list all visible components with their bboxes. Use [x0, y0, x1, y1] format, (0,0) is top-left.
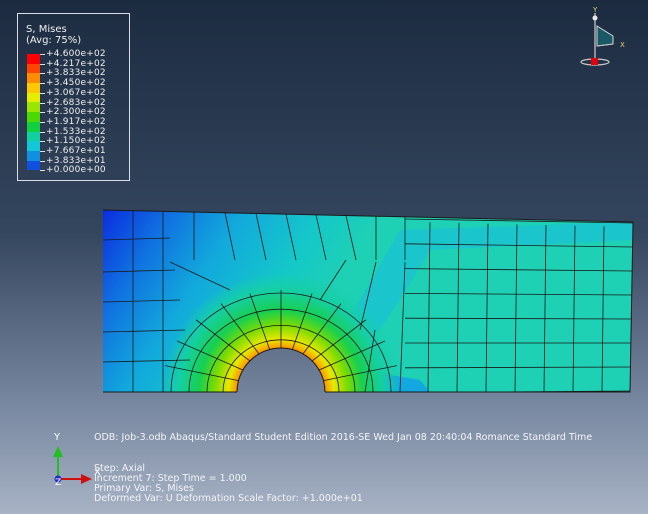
legend-swatch — [27, 92, 40, 103]
legend-tick — [40, 160, 45, 162]
legend-tick — [40, 112, 45, 114]
legend-value: +1.533e+02 — [46, 126, 106, 137]
legend-value: +3.450e+02 — [46, 78, 106, 89]
legend-tick — [40, 73, 45, 75]
legend-swatch — [27, 160, 40, 171]
legend-tick — [40, 102, 45, 104]
legend-swatch — [27, 102, 40, 113]
legend-swatch — [27, 73, 40, 84]
legend-value: +7.667e+01 — [46, 146, 106, 156]
legend-swatch — [27, 150, 40, 161]
legend-title: S, Mises — [26, 24, 67, 35]
legend-swatch — [27, 131, 40, 142]
legend-color-bar — [27, 54, 40, 171]
triad-x-label: X — [620, 41, 625, 49]
legend-swatch — [27, 112, 40, 122]
legend-value: +3.833e+02 — [46, 68, 106, 79]
legend-value: +4.217e+02 — [46, 58, 106, 69]
legend-tick — [40, 141, 45, 143]
deformed-var-line: Deformed Var: U Deformation Scale Factor… — [94, 493, 363, 504]
legend-tick — [40, 170, 45, 172]
global-axes-triad: Y X Z — [53, 432, 101, 488]
increment-line: Increment 7: Step Time = 1.000 — [94, 473, 247, 484]
legend-tick — [40, 63, 45, 65]
hole-outline — [236, 347, 326, 393]
legend-swatch — [27, 141, 40, 151]
legend-tick — [40, 83, 45, 85]
axis-z-label: Z — [55, 478, 61, 488]
view-triad[interactable]: Y X — [580, 6, 625, 66]
legend-tick — [40, 151, 45, 152]
odb-info-line: ODB: Job-3.odb Abaqus/Standard Student E… — [94, 432, 593, 443]
legend-value: +2.300e+02 — [46, 107, 106, 118]
legend-value: +2.683e+02 — [46, 97, 106, 108]
legend-swatch — [27, 54, 40, 64]
axis-x-label: X — [94, 467, 101, 478]
legend-value: +3.067e+02 — [46, 87, 106, 98]
legend-tick — [40, 131, 45, 133]
legend-tick — [40, 54, 45, 55]
contour-legend: S, Mises (Avg: 75%) +4.600e+02 +4.217e+02… — [17, 13, 130, 181]
triad-origin-icon — [591, 58, 598, 65]
legend-value: +4.600e+02 — [46, 49, 106, 59]
legend-value: +1.150e+02 — [46, 136, 106, 147]
legend-value: +1.917e+02 — [46, 116, 106, 127]
legend-swatch — [27, 121, 40, 132]
legend-tick — [40, 121, 45, 123]
legend-swatch — [27, 63, 40, 74]
plate-outline — [102, 209, 634, 393]
legend-tick — [40, 92, 45, 94]
stress-plate[interactable] — [100, 205, 640, 514]
legend-value: +0.000e+00 — [46, 165, 106, 176]
legend-value: +3.833e+01 — [46, 155, 106, 166]
triad-y-label: Y — [592, 6, 598, 14]
primary-var-line: Primary Var: S, Mises — [94, 483, 194, 494]
step-line: Step: Axial — [94, 463, 146, 474]
legend-subtitle: (Avg: 75%) — [26, 35, 82, 46]
legend-swatch — [27, 83, 40, 93]
axis-y-label: Y — [53, 432, 61, 443]
